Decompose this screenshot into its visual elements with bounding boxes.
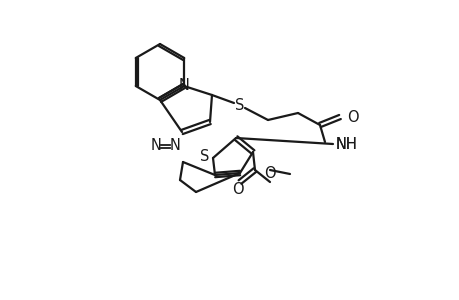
- Text: N: N: [169, 137, 180, 152]
- Text: N: N: [150, 137, 161, 152]
- Text: S: S: [235, 98, 244, 112]
- Text: O: O: [346, 110, 358, 124]
- Text: S: S: [200, 148, 209, 164]
- Text: N: N: [178, 77, 189, 92]
- Text: NH: NH: [335, 136, 357, 152]
- Text: NH: NH: [335, 136, 357, 152]
- Text: O: O: [232, 182, 243, 197]
- Text: O: O: [263, 167, 275, 182]
